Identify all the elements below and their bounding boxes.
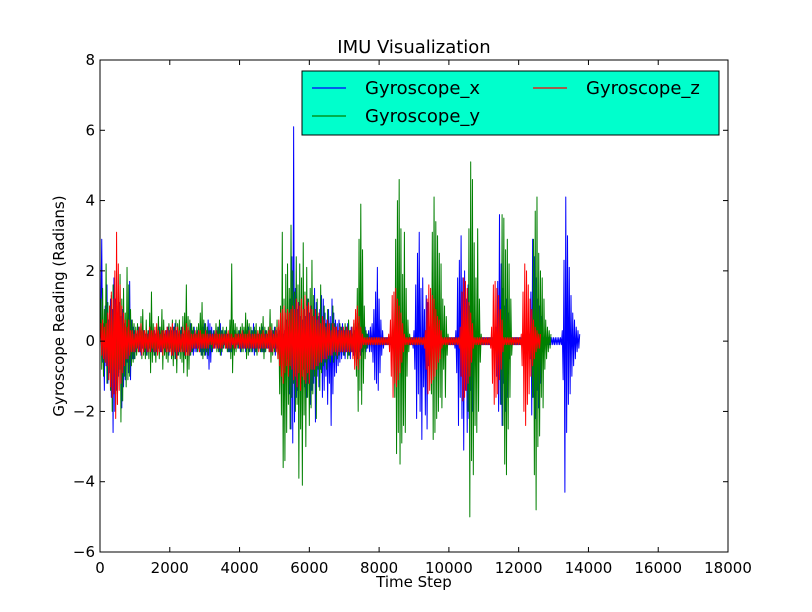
chart-title: IMU Visualization: [337, 37, 490, 58]
tick-layer: 0 2000 4000 6000 8000 10000 12000 14000 16000 180…: [73, 51, 752, 577]
y-tick-label: −4: [73, 473, 95, 491]
plot-area: [100, 60, 728, 552]
y-tick-label: −6: [73, 543, 95, 561]
x-tick-label: 8000: [360, 559, 398, 577]
legend-box: [301, 70, 720, 136]
x-tick-label: 12000: [495, 559, 543, 577]
x-axis-label: Time Step: [375, 573, 452, 591]
plot-frame: [99, 59, 729, 553]
x-tick-label: 10000: [425, 559, 473, 577]
series-layer: [99, 126, 581, 518]
legend: Gyroscope_x Gyroscope_y Gyroscope_z: [301, 70, 720, 136]
x-tick-label: 4000: [220, 559, 258, 577]
legend-label-gyroscope-y: Gyroscope_y: [365, 106, 480, 127]
y-tick-label: 2: [85, 262, 95, 280]
y-tick-label: 8: [85, 51, 95, 69]
legend-label-gyroscope-x: Gyroscope_x: [365, 78, 480, 99]
x-tick-label: 18000: [704, 559, 752, 577]
y-tick-label: −2: [73, 402, 95, 420]
y-tick-label: 4: [85, 192, 95, 210]
x-tick-label: 2000: [151, 559, 189, 577]
legend-label-gyroscope-z: Gyroscope_z: [586, 78, 700, 99]
x-tick-label: 16000: [634, 559, 682, 577]
x-tick-label: 14000: [565, 559, 613, 577]
x-tick-label: 0: [95, 559, 105, 577]
x-tick-label: 6000: [290, 559, 328, 577]
y-axis-label: Gyroscope Reading (Radians): [50, 195, 68, 416]
y-tick-label: 0: [85, 332, 95, 350]
y-tick-label: 6: [85, 121, 95, 139]
series-line-gyroscope-z: [99, 231, 541, 426]
